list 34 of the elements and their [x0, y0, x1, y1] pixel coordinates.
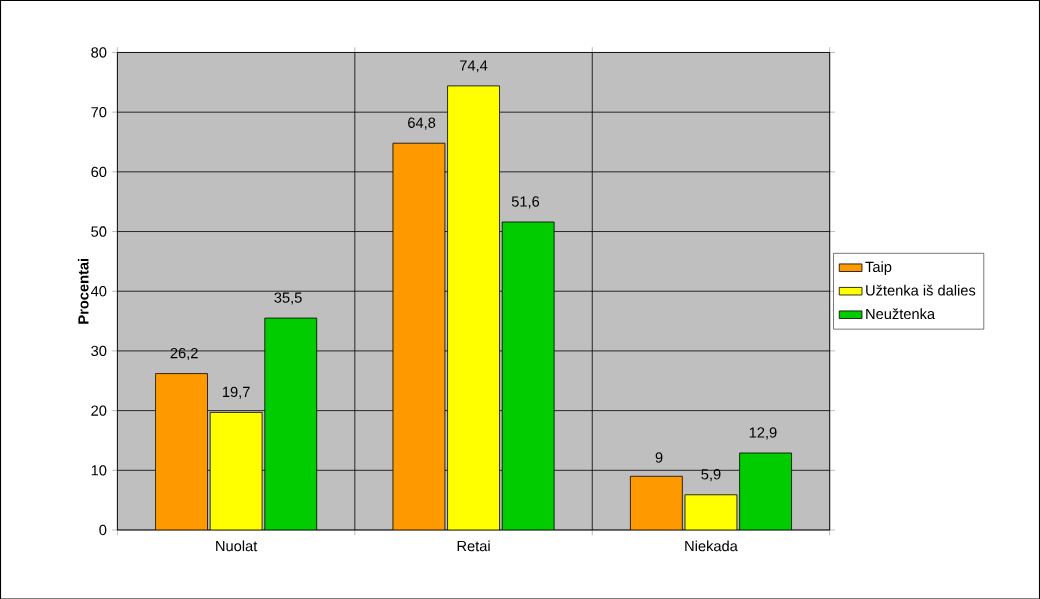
data-label: 9 [655, 452, 663, 463]
bar [264, 317, 318, 530]
data-label: 26,2 [170, 347, 198, 360]
legend-label: Taip [865, 261, 892, 275]
bar [739, 452, 792, 530]
bar [629, 475, 683, 530]
data-label: 51,6 [511, 196, 540, 209]
data-label: 74,4 [460, 60, 488, 73]
data-label: 64,8 [408, 117, 436, 130]
y-tick-label: 60 [91, 166, 107, 177]
y-tick-label: 40 [90, 285, 107, 297]
bar [209, 411, 263, 530]
y-tick-label: 20 [91, 405, 107, 416]
data-label: 35,5 [274, 292, 302, 305]
data-label: 5,9 [701, 468, 721, 481]
bar [447, 85, 500, 530]
y-tick-label: 70 [91, 106, 107, 118]
y-tick-label: 10 [91, 464, 107, 476]
x-tick-label: Retai [457, 540, 490, 552]
x-tick-label: Nuolat [216, 540, 258, 552]
x-tick-label: Niekada [685, 540, 738, 552]
legend-label: Neužtenka [866, 308, 936, 319]
bar [684, 494, 738, 530]
y-tick-label: 30 [91, 345, 107, 356]
y-tick-label: 50 [91, 226, 107, 237]
bar [155, 372, 208, 530]
y-axis-title: Procentai [77, 258, 89, 324]
legend-label: Užtenka iš dalies [866, 284, 976, 296]
bar [392, 142, 446, 530]
bar [501, 221, 555, 530]
y-tick-label: 80 [91, 47, 107, 58]
data-label: 12,9 [749, 427, 777, 440]
y-tick-label: 0 [99, 524, 107, 535]
data-label: 19,7 [222, 386, 250, 399]
